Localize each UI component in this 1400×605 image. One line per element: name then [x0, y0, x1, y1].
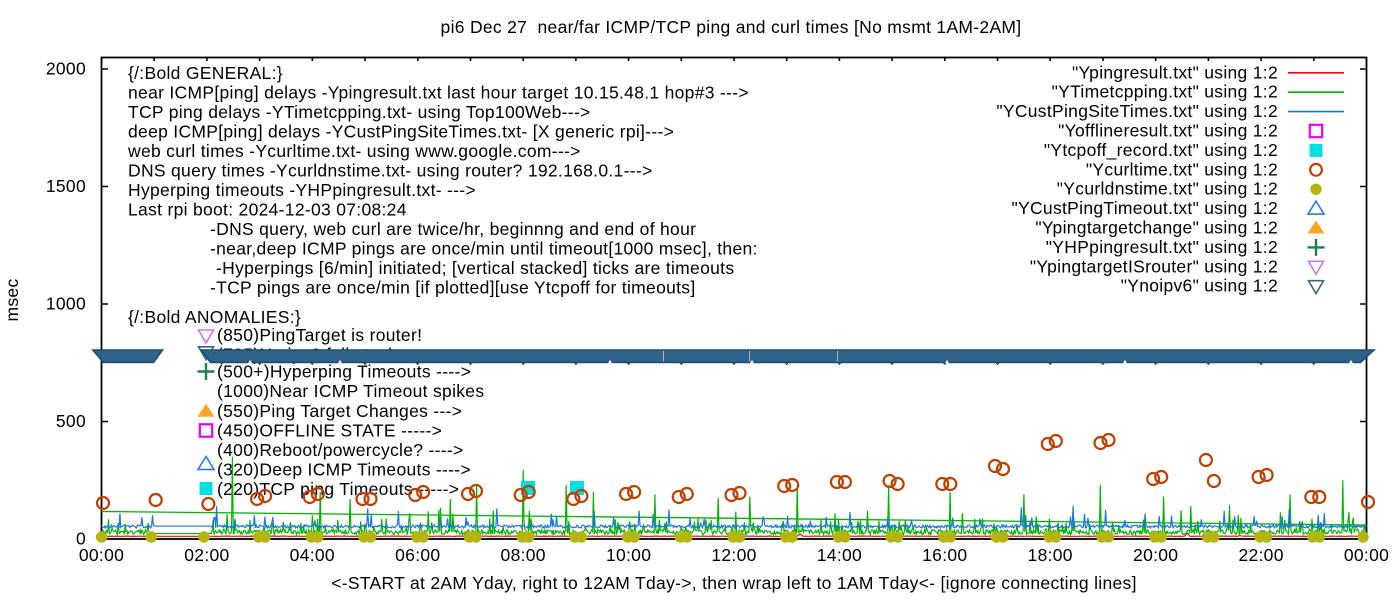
svg-text:18:00: 18:00	[1028, 545, 1073, 565]
svg-text:1000: 1000	[46, 294, 86, 314]
svg-text:04:00: 04:00	[290, 545, 335, 565]
svg-text:{/:Bold GENERAL:}: {/:Bold GENERAL:}	[128, 63, 283, 83]
svg-text:22:00: 22:00	[1238, 545, 1283, 565]
svg-text:"Ycurldnstime.txt" using 1:2: "Ycurldnstime.txt" using 1:2	[1057, 179, 1278, 199]
svg-text:(500+)Hyperping Timeouts ---->: (500+)Hyperping Timeouts ---->	[217, 362, 471, 382]
svg-text:-near,deep ICMP pings are once: -near,deep ICMP pings are once/min until…	[210, 239, 758, 259]
svg-text:DNS query times -Ycurldnstime.: DNS query times -Ycurldnstime.txt- using…	[128, 161, 652, 181]
svg-text:(850)PingTarget is router!: (850)PingTarget is router!	[217, 325, 422, 345]
svg-text:"YHPpingresult.txt" using 1:2: "YHPpingresult.txt" using 1:2	[1046, 237, 1278, 257]
svg-text:(550)Ping Target Changes --->: (550)Ping Target Changes --->	[217, 401, 462, 421]
svg-text:{/:Bold ANOMALIES:}: {/:Bold ANOMALIES:}	[128, 307, 301, 327]
svg-text:pi6 Dec 27 near/far ICMP/TCP: pi6 Dec 27 near/far ICMP/TCP ping and cu…	[441, 17, 1022, 37]
svg-text:TCP ping delays -YTimetcpping.: TCP ping delays -YTimetcpping.txt- using…	[128, 102, 591, 122]
svg-text:"Ypingtargetchange" using 1:2: "Ypingtargetchange" using 1:2	[1035, 218, 1278, 238]
svg-text:"YCustPingSiteTimes.txt" using: "YCustPingSiteTimes.txt" using 1:2	[996, 101, 1278, 121]
svg-text:"Ytcpoff_record.txt" using 1:2: "Ytcpoff_record.txt" using 1:2	[1044, 140, 1278, 161]
svg-text:(220)TCP ping Timeouts ----->: (220)TCP ping Timeouts ----->	[217, 479, 459, 499]
svg-text:"YCustPingTimeout.txt" using 1: "YCustPingTimeout.txt" using 1:2	[1012, 198, 1279, 218]
svg-text:(320)Deep ICMP Timeouts ---->: (320)Deep ICMP Timeouts ---->	[217, 460, 471, 480]
svg-text:06:00: 06:00	[395, 545, 440, 565]
svg-text:"Ycurltime.txt" using 1:2: "Ycurltime.txt" using 1:2	[1086, 159, 1278, 179]
svg-text:Hyperping timeouts -YHPpingres: Hyperping timeouts -YHPpingresult.txt- -…	[128, 180, 476, 200]
svg-text:near ICMP[ping] delays -Ypingr: near ICMP[ping] delays -Ypingresult.txt …	[128, 83, 749, 103]
svg-text:500: 500	[56, 411, 86, 431]
svg-text:"YpingtargetISrouter" using 1:: "YpingtargetISrouter" using 1:2	[1030, 256, 1278, 276]
svg-text:<-START at 2AM Yday, right to: <-START at 2AM Yday, right to 12AM Tday-…	[331, 573, 1137, 593]
svg-text:10:00: 10:00	[606, 545, 651, 565]
svg-text:16:00: 16:00	[922, 545, 967, 565]
svg-text:"YTimetcpping.txt" using 1:2: "YTimetcpping.txt" using 1:2	[1052, 82, 1278, 102]
svg-text:msec: msec	[2, 278, 22, 321]
svg-text:00:00: 00:00	[79, 545, 124, 565]
svg-text:14:00: 14:00	[817, 545, 862, 565]
svg-text:2000: 2000	[46, 59, 86, 79]
svg-text:(1000)Near ICMP Timeout spikes: (1000)Near ICMP Timeout spikes	[217, 381, 484, 401]
svg-text:deep ICMP[ping] delays -YCustP: deep ICMP[ping] delays -YCustPingSiteTim…	[128, 122, 674, 142]
svg-text:08:00: 08:00	[501, 545, 546, 565]
svg-text:(450)OFFLINE STATE ----->: (450)OFFLINE STATE ----->	[217, 421, 442, 441]
svg-text:20:00: 20:00	[1133, 545, 1178, 565]
svg-text:1500: 1500	[46, 176, 86, 196]
svg-text:02:00: 02:00	[184, 545, 229, 565]
svg-text:(400)Reboot/powercycle? ---->: (400)Reboot/powercycle? ---->	[217, 440, 464, 460]
svg-text:-Hyperpings [6/min] initiated;: -Hyperpings [6/min] initiated; [vertical…	[216, 258, 734, 278]
svg-text:"Yofflineresult.txt" using 1:2: "Yofflineresult.txt" using 1:2	[1058, 121, 1278, 141]
svg-text:"Ypingresult.txt" using 1:2: "Ypingresult.txt" using 1:2	[1072, 62, 1278, 82]
svg-text:web curl times -Ycurltime.txt-: web curl times -Ycurltime.txt- using www…	[127, 141, 581, 161]
svg-text:12:00: 12:00	[711, 545, 756, 565]
svg-text:-DNS query, web curl are twice: -DNS query, web curl are twice/hr, begin…	[210, 219, 696, 239]
svg-text:"Ynoipv6" using 1:2: "Ynoipv6" using 1:2	[1121, 276, 1278, 296]
svg-text:00:00: 00:00	[1344, 545, 1389, 565]
svg-text:-TCP pings are once/min [if pl: -TCP pings are once/min [if plotted][use…	[210, 278, 696, 298]
svg-text:0: 0	[76, 529, 86, 549]
svg-text:Last rpi boot: 2024-12-03 07:0: Last rpi boot: 2024-12-03 07:08:24	[128, 200, 407, 220]
